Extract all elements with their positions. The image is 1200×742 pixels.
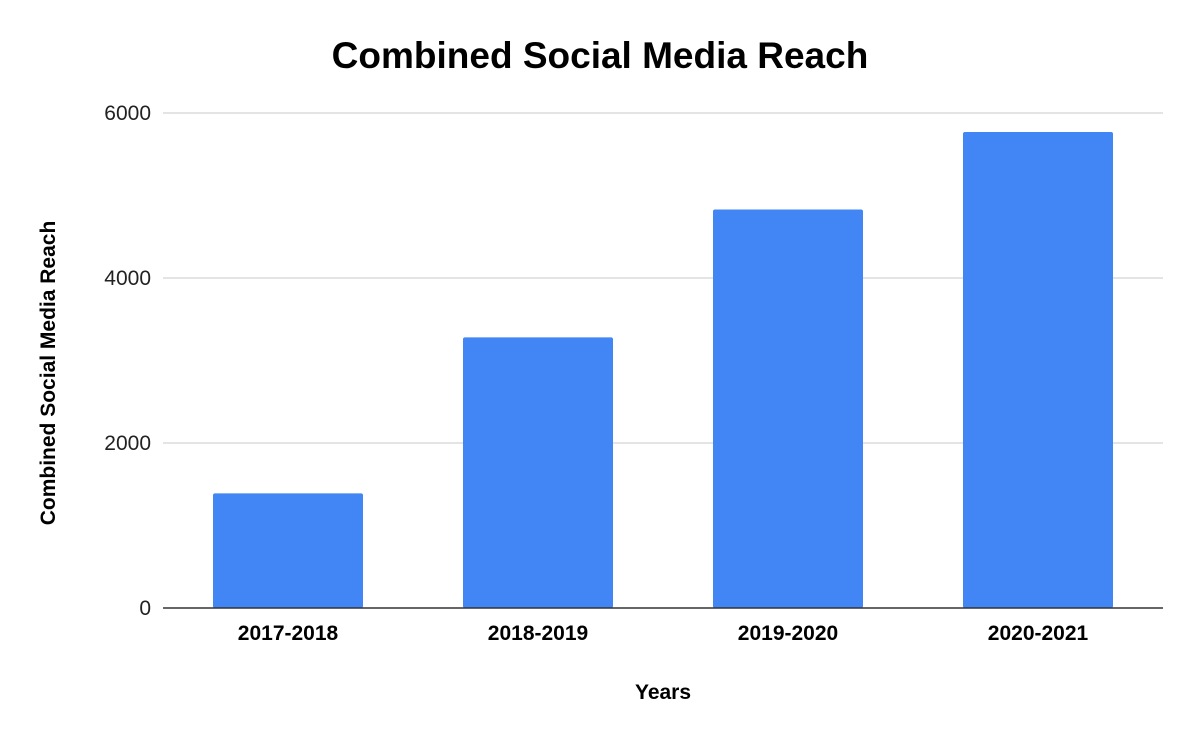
bar-2017-2018 bbox=[213, 493, 363, 608]
y-tick-label: 6000 bbox=[104, 102, 151, 125]
y-axis-ticks: 0 2000 4000 6000 bbox=[104, 102, 151, 620]
y-tick-label: 0 bbox=[139, 597, 151, 620]
chart-title: Combined Social Media Reach bbox=[332, 35, 869, 76]
bar-2020-2021 bbox=[963, 131, 1113, 608]
y-tick-label: 4000 bbox=[104, 267, 151, 290]
y-axis-label: Combined Social Media Reach bbox=[37, 221, 60, 526]
bars bbox=[213, 131, 1113, 608]
x-tick-label: 2018-2019 bbox=[488, 622, 588, 645]
bar-2019-2020 bbox=[713, 209, 863, 608]
y-tick-label: 2000 bbox=[104, 432, 151, 455]
x-axis-ticks: 2017-2018 2018-2019 2019-2020 2020-2021 bbox=[238, 622, 1089, 645]
x-tick-label: 2017-2018 bbox=[238, 622, 339, 645]
x-axis-label: Years bbox=[635, 681, 691, 704]
bar-2018-2019 bbox=[463, 337, 613, 608]
x-tick-label: 2020-2021 bbox=[988, 622, 1089, 645]
x-tick-label: 2019-2020 bbox=[738, 622, 838, 645]
